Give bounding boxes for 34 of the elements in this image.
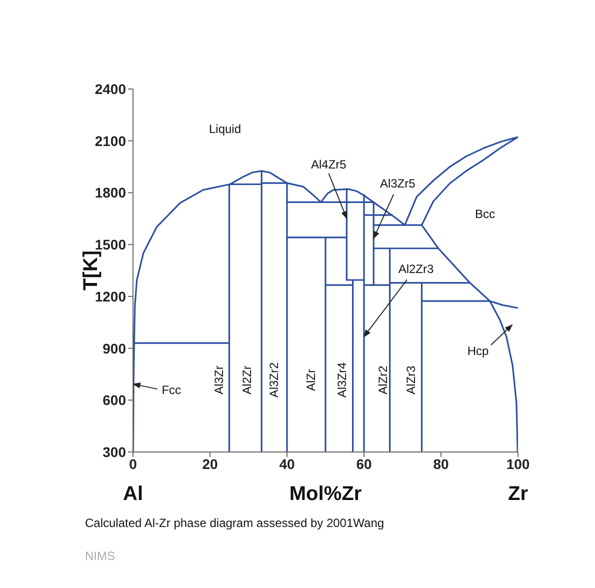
y-tick-label: 2100	[94, 132, 126, 149]
y-tick-label: 900	[102, 340, 126, 356]
annotation: AlZr	[304, 369, 318, 391]
annotation: Al3Zr2	[267, 362, 282, 398]
annotation: Bcc	[474, 207, 496, 222]
x-tick-label: 0	[129, 456, 138, 472]
text: NIMS	[85, 549, 115, 563]
annotation: Al3Zr4	[335, 362, 350, 398]
x-tick-label: 60	[356, 456, 372, 472]
text: Al	[123, 483, 143, 505]
y-tick-label: 1800	[94, 184, 126, 201]
annotation: Fcc	[162, 383, 182, 398]
y-tick-label: 1200	[94, 288, 126, 304]
x-tick-label: 100	[506, 456, 530, 472]
x-tick-label: 40	[279, 456, 295, 472]
y-tick-label: 300	[102, 444, 126, 460]
x-axis-title: Mol%Zr	[289, 483, 362, 505]
y-tick-label: 2400	[94, 80, 126, 97]
y-tick-label: 1500	[94, 236, 126, 253]
annotation: AlZr2	[376, 365, 390, 394]
annotation: Al3Zr	[212, 366, 226, 394]
annotation: Liquid	[208, 122, 242, 136]
y-tick-label: 600	[102, 392, 126, 408]
annotation: Al2Zr3	[398, 262, 434, 276]
x-tick-label: 80	[433, 456, 449, 472]
annotation: Al4Zr5	[311, 157, 347, 172]
text: Calculated Al-Zr phase diagram assessed by 2001Wang	[85, 516, 384, 530]
annotation: Hcp	[467, 344, 489, 358]
annotation: Al3Zr5	[380, 176, 416, 191]
annotation: AlZr3	[404, 365, 418, 394]
y-axis-title: T[K]	[80, 250, 102, 290]
annotation: Al2Zr	[240, 366, 254, 394]
text: Zr	[508, 483, 528, 505]
x-tick-label: 20	[202, 456, 218, 472]
